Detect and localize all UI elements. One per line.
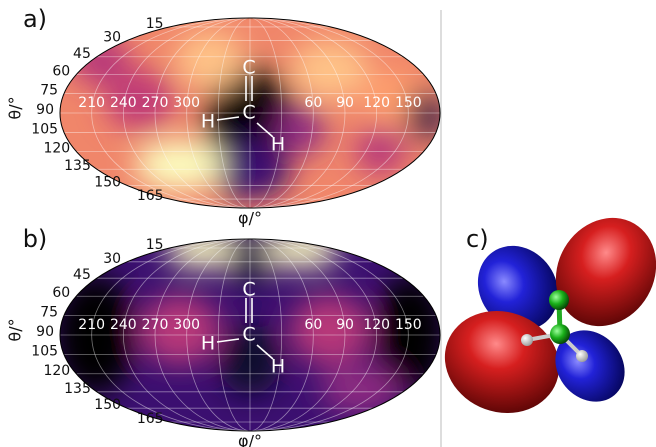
phi-tick-label: 240: [110, 95, 137, 111]
phi-tick-label: 60: [304, 95, 322, 111]
phi-tick-label: 150: [395, 317, 422, 333]
theta-tick-label: 105: [31, 344, 58, 360]
phi-tick-label: 120: [363, 317, 390, 333]
atom-label: H: [201, 111, 215, 133]
phi-tick-label: 90: [336, 317, 354, 333]
theta-tick-label: 60: [52, 64, 70, 80]
atom-label: C: [242, 102, 255, 124]
theta-tick-label: 135: [64, 158, 91, 174]
phi-tick-label: 210: [78, 95, 105, 111]
theta-tick-label: 135: [64, 381, 91, 397]
phi-tick-label: 90: [336, 95, 354, 111]
figure: c) 1530456075901051201351501652102402703…: [0, 0, 656, 447]
theta-tick-label: 120: [43, 140, 70, 156]
theta-tick-label: 90: [36, 102, 54, 118]
panel-label: a): [23, 5, 47, 33]
theta-tick-label: 120: [43, 363, 70, 379]
phi-tick-label: 300: [173, 317, 200, 333]
heatmap-blob: [135, 140, 225, 190]
atom-label: H: [271, 134, 285, 156]
theta-tick-label: 75: [40, 304, 58, 320]
phi-tick-label: 270: [142, 95, 169, 111]
atom-label: C: [242, 57, 255, 79]
panel-label: b): [23, 225, 48, 253]
theta-tick-label: 30: [103, 251, 121, 267]
theta-tick-label: 150: [94, 397, 121, 413]
phi-tick-label: 60: [304, 317, 322, 333]
x-axis-label: φ/°: [238, 209, 262, 228]
heatmap-blob: [290, 40, 370, 100]
theta-tick-label: 30: [103, 30, 121, 46]
heatmap-blob: [320, 365, 400, 415]
phi-tick-label: 210: [78, 317, 105, 333]
heatmap-blob: [260, 232, 340, 268]
atom-label: C: [242, 324, 255, 346]
theta-tick-label: 105: [31, 121, 58, 137]
atom-label: H: [271, 356, 285, 378]
theta-tick-label: 60: [52, 285, 70, 301]
panel-label: c): [466, 225, 489, 253]
phi-tick-label: 270: [142, 317, 169, 333]
theta-tick-label: 150: [94, 174, 121, 190]
y-axis-label: θ/°: [6, 318, 25, 341]
theta-tick-label: 45: [73, 267, 91, 283]
atom-label: C: [242, 279, 255, 301]
theta-tick-label: 45: [73, 46, 91, 62]
phi-tick-label: 300: [173, 95, 200, 111]
atom-label: H: [201, 333, 215, 355]
theta-tick-label: 90: [36, 324, 54, 340]
phi-tick-label: 120: [363, 95, 390, 111]
y-axis-label: θ/°: [6, 96, 25, 119]
phi-tick-label: 240: [110, 317, 137, 333]
theta-tick-label: 75: [40, 83, 58, 99]
x-axis-label: φ/°: [238, 432, 262, 447]
phi-tick-label: 150: [395, 95, 422, 111]
orbital: [430, 200, 656, 429]
